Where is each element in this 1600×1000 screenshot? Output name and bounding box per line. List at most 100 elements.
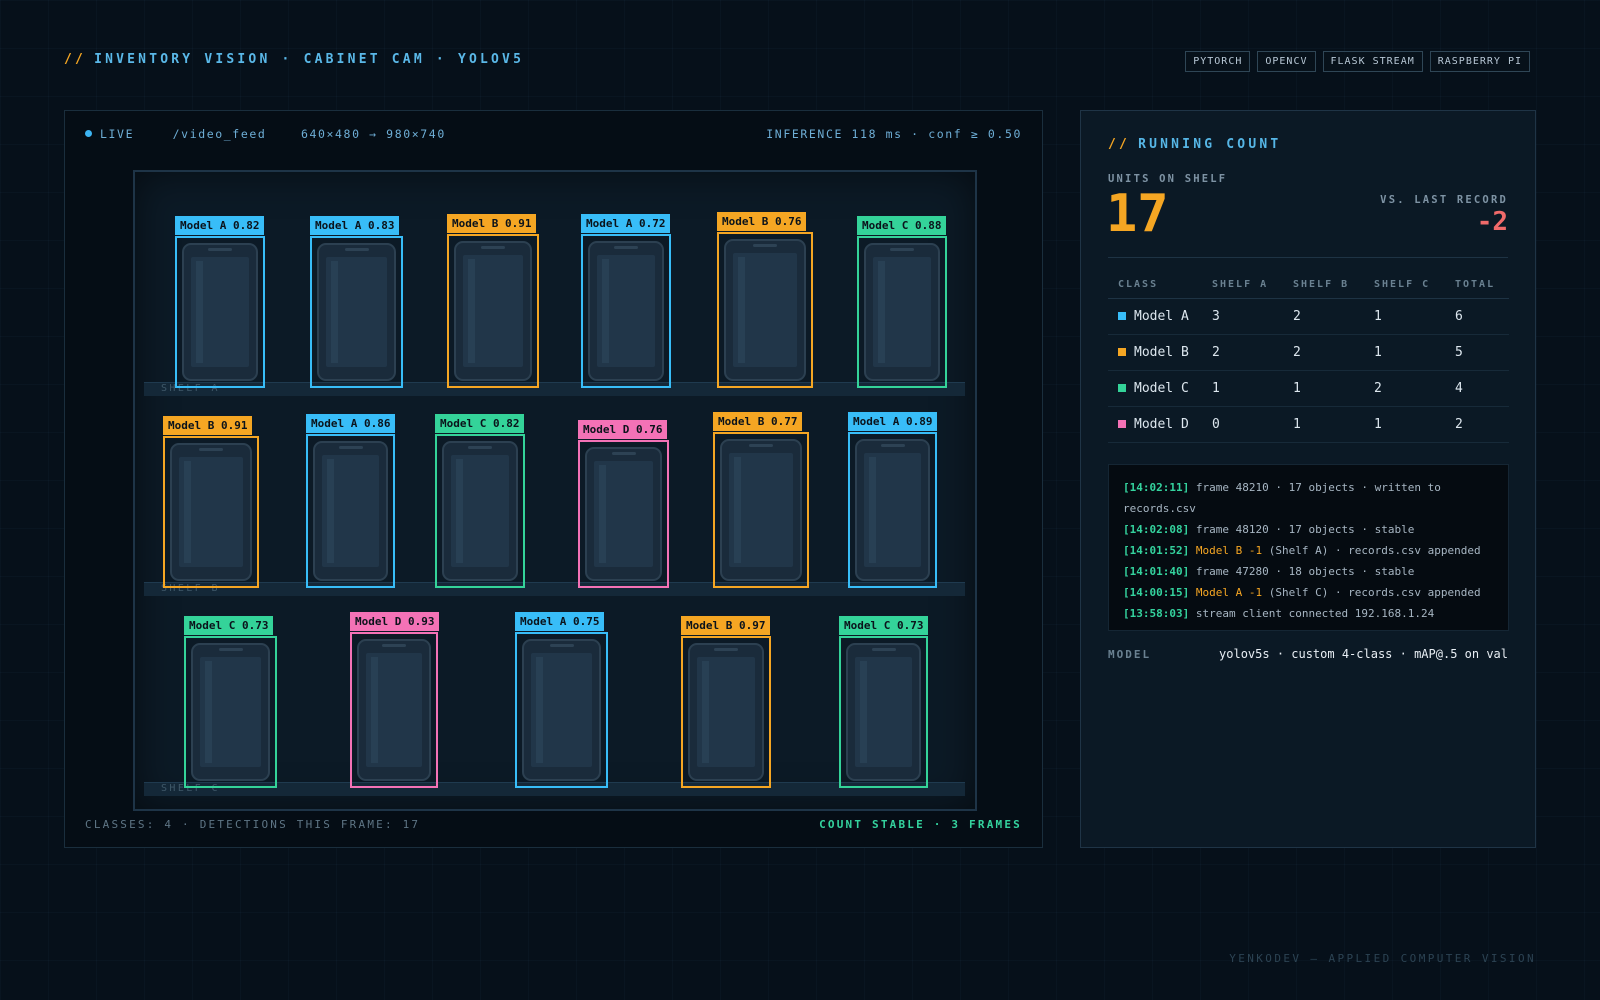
- col-class: CLASS: [1108, 273, 1202, 299]
- shelf-a-bar: [144, 382, 965, 396]
- event-log: [14:02:11] frame 48210 · 17 objects · wr…: [1108, 464, 1509, 631]
- tag-raspberry-pi: RASPBERRY PI: [1429, 51, 1530, 72]
- phone-product: [585, 447, 662, 581]
- detection-box: [175, 236, 265, 388]
- count-table-body: Model A 3 2 1 6 Model B 2 2 1 5 Model C 1 1 2 4 Model D…: [1108, 298, 1509, 443]
- phone-product: [182, 243, 258, 381]
- feed-resolution: 640×480 → 980×740: [300, 127, 446, 141]
- detection-summary: CLASSES: 4 · DETECTIONS THIS FRAME: 17: [85, 818, 421, 831]
- feed-route: /video_feed: [172, 127, 267, 141]
- col-shelf-c: SHELF C: [1364, 273, 1445, 299]
- count-table: CLASS SHELF A SHELF B SHELF C TOTAL Mode…: [1108, 273, 1509, 443]
- phone-product: [170, 443, 252, 581]
- live-indicator-icon: [85, 130, 92, 137]
- detection-box: [515, 632, 608, 788]
- class-color-swatch: [1118, 311, 1126, 320]
- detection-label: Model B 0.91: [163, 416, 253, 435]
- log-line: [14:00:15] Model A -1 (Shelf C) · record…: [1123, 586, 1481, 599]
- count-cell: 6: [1445, 298, 1509, 335]
- detection-label: Model A 0.82: [175, 216, 265, 235]
- inference-stats: INFERENCE 118 ms · conf ≥ 0.50: [766, 127, 1022, 141]
- live-label: LIVE: [100, 127, 135, 141]
- vs-last-record-value: -2: [1476, 207, 1508, 237]
- detection-label: Model C 0.73: [839, 616, 929, 635]
- count-cell: 1: [1202, 370, 1283, 407]
- tag-pytorch: PYTORCH: [1185, 51, 1251, 72]
- detection-box: [306, 434, 395, 588]
- count-cell: 1: [1283, 406, 1364, 443]
- log-line: [13:58:03] stream client connected 192.1…: [1123, 607, 1435, 620]
- class-color-swatch: [1118, 347, 1126, 356]
- running-count-panel: // RUNNING COUNT UNITS ON SHELF 17 VS. LA…: [1080, 110, 1536, 848]
- detection-box: [184, 636, 277, 788]
- detection-label: Model B 0.76: [717, 212, 807, 231]
- vs-last-record-label: VS. LAST RECORD: [1380, 194, 1508, 206]
- count-cell: 2: [1364, 370, 1445, 407]
- shelf-label-c: SHELF C: [161, 783, 220, 794]
- tag-opencv: OPENCV: [1257, 51, 1316, 72]
- units-on-shelf-label: UNITS ON SHELF: [1108, 173, 1228, 185]
- feed-status-bar: LIVE /video_feed 640×480 → 980×740 INFER…: [85, 127, 1022, 141]
- count-cell: 1: [1364, 334, 1445, 371]
- count-cell: 4: [1445, 370, 1509, 407]
- detection-label: Model C 0.82: [435, 414, 525, 433]
- detection-label: Model C 0.88: [857, 216, 947, 235]
- log-line: [14:02:11] frame 48210 · 17 objects · wr…: [1123, 481, 1441, 515]
- model-label: MODEL: [1108, 648, 1152, 661]
- class-color-swatch: [1118, 419, 1126, 428]
- detection-box: [857, 236, 947, 388]
- detection-box: [310, 236, 403, 388]
- detection-label: Model D 0.76: [578, 420, 668, 439]
- detection-box: [578, 440, 669, 588]
- count-cell: 5: [1445, 334, 1509, 371]
- count-stable-status: COUNT STABLE · 3 FRAMES: [819, 818, 1022, 831]
- class-name-cell: Model B: [1108, 334, 1202, 371]
- count-cell: 0: [1202, 406, 1283, 443]
- detection-label: Model D 0.93: [350, 612, 440, 631]
- phone-product: [522, 639, 601, 781]
- phone-product: [313, 441, 388, 581]
- units-on-shelf-value: 17: [1106, 184, 1169, 244]
- count-cell: 2: [1445, 406, 1509, 443]
- detection-box: [717, 232, 813, 388]
- col-total: TOTAL: [1445, 273, 1509, 299]
- shelf-c-bar: [144, 782, 965, 796]
- detection-box: [713, 432, 809, 588]
- shelf-label-b: SHELF B: [161, 583, 220, 594]
- log-line: [14:02:08] frame 48120 · 17 objects · st…: [1123, 523, 1415, 536]
- phone-product: [846, 643, 921, 781]
- count-cell: 1: [1364, 406, 1445, 443]
- col-shelf-a: SHELF A: [1202, 273, 1283, 299]
- count-cell: 3: [1202, 298, 1283, 335]
- panel-divider: [1108, 257, 1508, 258]
- shelf-b-bar: [144, 582, 965, 596]
- phone-product: [588, 241, 664, 381]
- detection-box: [681, 636, 771, 788]
- log-line: [14:01:40] frame 47280 · 18 objects · st…: [1123, 565, 1415, 578]
- phone-product: [454, 241, 532, 381]
- detection-box: [447, 234, 539, 388]
- phone-product: [357, 639, 431, 781]
- detection-label: Model A 0.86: [306, 414, 396, 433]
- count-cell: 2: [1202, 334, 1283, 371]
- class-name-cell: Model D: [1108, 406, 1202, 443]
- detection-box: [839, 636, 928, 788]
- page-title: // INVENTORY VISION · CABINET CAM · YOLOV…: [64, 52, 524, 67]
- phone-product: [720, 439, 802, 581]
- detection-label: Model B 0.91: [447, 214, 537, 233]
- phone-product: [442, 441, 518, 581]
- title-text: INVENTORY VISION · CABINET CAM · YOLOV5: [94, 52, 525, 67]
- count-table-header: CLASS SHELF A SHELF B SHELF C TOTAL: [1108, 273, 1509, 299]
- detection-label: Model A 0.72: [581, 214, 671, 233]
- class-name-cell: Model C: [1108, 370, 1202, 407]
- detection-label: Model A 0.89: [848, 412, 938, 431]
- detection-label: Model B 0.77: [713, 412, 803, 431]
- detection-box: [163, 436, 259, 588]
- detection-box: [435, 434, 525, 588]
- detection-box: [350, 632, 438, 788]
- detection-label: Model A 0.75: [515, 612, 605, 631]
